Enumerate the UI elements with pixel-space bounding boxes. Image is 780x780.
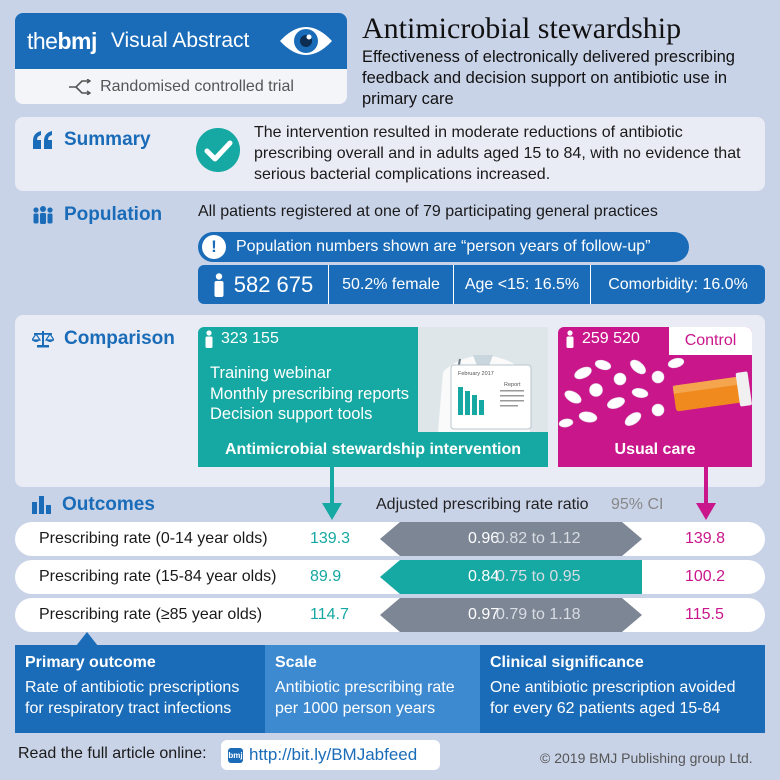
outcome-row: Prescribing rate (0-14 year olds) 139.3 … <box>15 522 765 556</box>
population-total-value: 582 675 <box>233 271 314 297</box>
branch-icon <box>69 78 92 95</box>
scale-text: Antibiotic prescribing rate per 1000 per… <box>275 679 455 717</box>
article-link[interactable]: bmj http://bit.ly/BMJabfeed <box>221 740 440 770</box>
pills-illustration <box>558 355 752 433</box>
intervention-arrow-icon <box>322 467 342 520</box>
control-rate: 100.2 <box>685 568 726 585</box>
primary-outcome-box: Primary outcome Rate of antibiotic presc… <box>15 645 265 733</box>
clinical-significance-text: One antibiotic prescription avoided for … <box>490 679 736 717</box>
intervention-label: Antimicrobial stewardship intervention <box>198 433 548 467</box>
control-label: Usual care <box>558 433 752 467</box>
report-month: February 2017 <box>458 371 494 377</box>
intervention-count-value: 323 155 <box>221 330 279 347</box>
population-total: 582 675 <box>198 265 328 304</box>
rate-ratio-band <box>380 598 642 632</box>
confidence-interval: 0.79 to 1.18 <box>496 606 581 623</box>
bar-chart-icon <box>32 496 51 514</box>
control-count: 259 520 <box>565 330 640 348</box>
scale-heading: Scale <box>275 654 317 671</box>
intervention-rate: 89.9 <box>310 568 342 585</box>
summary-panel <box>15 117 765 191</box>
rate-ratio-band <box>380 560 642 594</box>
control-rate: 139.8 <box>685 530 726 547</box>
clinical-significance-heading: Clinical significance <box>490 654 644 671</box>
outcomes-heading: Outcomes <box>32 494 155 516</box>
control-arrow-icon <box>696 467 716 520</box>
outcomes-heading-label: Outcomes <box>62 494 155 515</box>
read-online-label: Read the full article online: <box>18 745 207 762</box>
population-female: 50.2% female <box>328 265 453 304</box>
article-link-text[interactable]: http://bit.ly/BMJabfeed <box>249 745 418 764</box>
rate-ratio-band <box>380 522 642 556</box>
bmj-icon: bmj <box>228 747 243 763</box>
eye-icon <box>280 27 332 55</box>
outcome-label: Prescribing rate (0-14 year olds) <box>39 530 268 547</box>
population-text: All patients registered at one of 79 par… <box>198 203 658 220</box>
summary-text: The intervention resulted in moderate re… <box>254 124 741 183</box>
ci-header: 95% CI <box>611 496 664 513</box>
population-note: ! Population numbers shown are “person y… <box>198 232 689 262</box>
study-type-label: Randomised controlled trial <box>100 77 294 95</box>
confidence-interval: 0.82 to 1.12 <box>496 530 581 547</box>
info-icon: ! <box>202 235 226 259</box>
population-age: Age <15: 16.5% <box>453 265 590 304</box>
intervention-count: 323 155 <box>204 330 279 348</box>
intervention-list: Training webinar Monthly prescribing rep… <box>210 363 409 425</box>
scale-box: Scale Antibiotic prescribing rate per 10… <box>265 645 480 733</box>
outcome-row: Prescribing rate (15-84 year olds) 89.9 … <box>15 560 765 594</box>
rate-ratio: 0.84 <box>468 568 500 585</box>
visual-abstract-label: Visual Abstract <box>110 29 250 52</box>
bmj-logo: thebmj <box>27 27 97 54</box>
clinical-significance-box: Clinical significance One antibiotic pre… <box>480 645 765 733</box>
person-icon <box>214 272 224 297</box>
population-heading: Population <box>32 204 162 226</box>
comparison-heading: Comparison <box>32 328 175 350</box>
outcome-row: Prescribing rate (≥85 year olds) 114.7 0… <box>15 598 765 632</box>
summary-heading-label: Summary <box>64 129 151 150</box>
people-icon <box>33 206 53 224</box>
population-note-text: Population numbers shown are “person yea… <box>236 238 651 255</box>
primary-outcome-heading: Primary outcome <box>25 654 156 671</box>
primary-outcome-text: Rate of antibiotic prescriptions for res… <box>25 679 240 717</box>
page-subtitle: Effectiveness of electronically delivere… <box>362 48 735 108</box>
outcome-label: Prescribing rate (15-84 year olds) <box>39 568 277 585</box>
intervention-item: Monthly prescribing reports <box>210 384 409 403</box>
rate-ratio: 0.97 <box>468 606 500 623</box>
control-rate: 115.5 <box>685 606 724 623</box>
pointer-triangle <box>76 632 98 646</box>
outcome-label: Prescribing rate (≥85 year olds) <box>39 606 263 623</box>
rate-ratio: 0.96 <box>468 530 500 547</box>
scales-icon <box>32 331 54 348</box>
comparison-heading-label: Comparison <box>64 328 175 349</box>
study-type: Randomised controlled trial <box>15 69 347 104</box>
intervention-item: Training webinar <box>210 364 332 382</box>
intervention-item: Decision support tools <box>210 405 373 423</box>
population-stats: 582 675 50.2% female Age <15: 16.5% Como… <box>198 265 765 304</box>
control-tag: Control <box>669 327 752 355</box>
summary-heading: Summary <box>32 129 151 151</box>
checkmark-icon <box>196 128 240 172</box>
report-title: Report <box>504 382 521 388</box>
copyright: © 2019 BMJ Publishing group Ltd. <box>540 750 753 766</box>
person-icon <box>205 330 213 348</box>
quote-icon <box>33 131 52 149</box>
population-heading-label: Population <box>64 204 163 225</box>
confidence-interval: 0.75 to 0.95 <box>496 568 581 585</box>
rate-ratio-header: Adjusted prescribing rate ratio <box>376 496 589 513</box>
population-comorbidity: Comorbidity: 16.0% <box>590 265 765 304</box>
person-icon <box>566 330 574 348</box>
doctor-report-illustration: February 2017 Report <box>418 327 548 432</box>
control-count-value: 259 520 <box>582 330 640 347</box>
intervention-rate: 114.7 <box>310 606 349 623</box>
page-title: Antimicrobial stewardship <box>362 12 682 45</box>
intervention-rate: 139.3 <box>310 530 351 547</box>
